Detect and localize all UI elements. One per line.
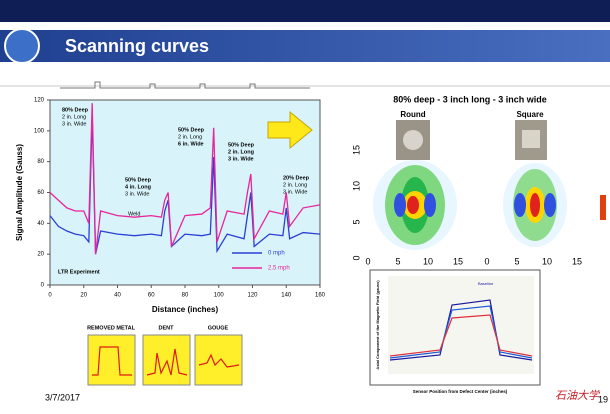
annotation: 50% Deep — [178, 127, 205, 133]
x-tick-label: 60 — [148, 293, 155, 299]
heatmap-title: 80% deep - 3 inch long - 3 inch wide — [393, 94, 547, 104]
footer-logo: 石油大学 — [555, 389, 601, 402]
y-tick-label: 100 — [34, 128, 45, 134]
annotation: 6 in. Wide — [178, 141, 204, 147]
annotation: 4 in. Long — [125, 184, 151, 190]
annotation: 2 in. Long — [228, 149, 254, 155]
thumbnail — [88, 335, 135, 385]
x-tick-label: 80 — [182, 293, 189, 299]
x-tick-label: 120 — [247, 293, 258, 299]
experiment-label: LTR Experiment — [58, 269, 100, 275]
legend-label: 0 mph — [268, 251, 285, 257]
heatmap-x-tick: 0 — [484, 256, 489, 266]
thumbnail-label: GOUGE — [208, 325, 229, 331]
annotation: 50% Deep — [125, 177, 152, 183]
small-xlabel: Sensor Position from Defect Center (inch… — [413, 389, 508, 394]
top-band — [0, 0, 610, 22]
x-axis-label: Distance (inches) — [152, 305, 219, 314]
annotation: 3 in. Wide — [283, 189, 307, 195]
annotation: 3 in. Wide — [228, 156, 254, 162]
y-tick-label: 120 — [34, 98, 45, 104]
y-tick-label: 80 — [37, 159, 44, 165]
y-axis-label: Signal Amplitude (Gauss) — [15, 144, 24, 241]
annotation: 80% Deep — [62, 107, 89, 113]
annotation: 50% Deep — [228, 142, 255, 148]
slide: Scanning curves 020406080100120020406080… — [0, 0, 610, 409]
small-legend: Baseline — [478, 281, 494, 286]
photo-defect — [403, 130, 423, 150]
heatmap-label: Square — [516, 110, 544, 119]
photo-defect — [522, 130, 540, 148]
annotation: 2 in. Long — [178, 134, 202, 140]
heatmap-y-tick: 15 — [351, 145, 361, 155]
footer-date: 3/7/2017 — [45, 392, 80, 402]
heatmap-x-tick: 0 — [365, 256, 370, 266]
heatmap-x-tick: 15 — [453, 256, 463, 266]
x-tick-label: 140 — [281, 293, 292, 299]
band-gap — [0, 22, 610, 28]
heatmap-x-tick: 10 — [423, 256, 433, 266]
heatmap-x-tick: 15 — [572, 256, 582, 266]
x-tick-label: 100 — [214, 293, 225, 299]
page-number: 19 — [598, 394, 608, 404]
heatmap-y-tick: 10 — [351, 181, 361, 191]
x-tick-label: 20 — [80, 293, 87, 299]
x-tick-label: 160 — [315, 293, 326, 299]
heatmap-x-tick: 10 — [542, 256, 552, 266]
small-plot — [388, 276, 534, 374]
heatmap-x-tick: 5 — [514, 256, 519, 266]
thumbnail-label: REMOVED METAL — [87, 325, 136, 331]
annotation: 2 in. Long — [62, 114, 86, 120]
x-tick-label: 40 — [114, 293, 121, 299]
thumbnail — [195, 335, 242, 385]
annotation: 20% Deep — [283, 175, 310, 181]
annotation: 2 in. Long — [283, 182, 307, 188]
y-tick-label: 40 — [37, 221, 44, 227]
logo — [5, 29, 39, 63]
slide-title: Scanning curves — [65, 36, 209, 56]
annotation: 3 in. Wide — [125, 191, 149, 197]
legend-label: 2.5 mph — [268, 266, 290, 272]
annotation: 3 in. Wide — [62, 121, 86, 127]
y-tick-label: 20 — [37, 252, 44, 258]
heatmap-y-tick: 0 — [351, 255, 361, 260]
weld-label: Weld — [128, 211, 140, 217]
thumbnail-label: DENT — [159, 325, 175, 331]
heatmap-label: Round — [400, 110, 425, 119]
thumbnail — [143, 335, 190, 385]
heatmap-y-tick: 5 — [351, 219, 361, 224]
heatmap-x-tick: 5 — [395, 256, 400, 266]
y-tick-label: 60 — [37, 190, 44, 196]
small-ylabel: Axial Component of the Magnetic Field (g… — [375, 280, 380, 370]
